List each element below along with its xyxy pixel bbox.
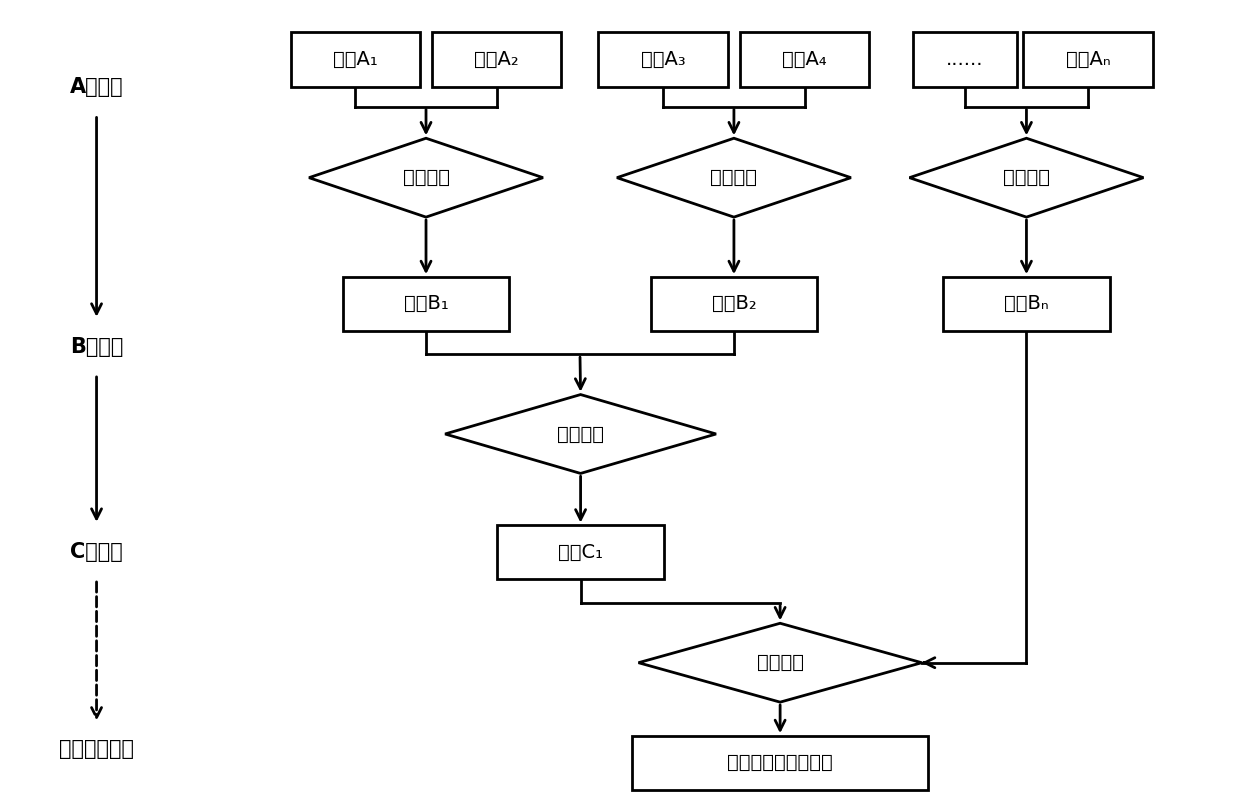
Bar [740,32,869,87]
Bar [599,32,728,87]
Polygon shape [309,138,543,217]
Text: 专题A₄: 专题A₄ [782,50,827,69]
Text: 专题A₁: 专题A₁ [332,50,377,69]
Text: 预测单元成矿有利度: 预测单元成矿有利度 [727,753,833,772]
Text: 相交分析: 相交分析 [756,654,804,672]
Bar [433,32,562,87]
Polygon shape [639,623,921,702]
Text: A级图层: A级图层 [69,77,123,97]
Bar [343,277,510,331]
Text: 专题Bₙ: 专题Bₙ [1004,294,1049,313]
Text: 专题A₂: 专题A₂ [475,50,520,69]
Text: 专题C₁: 专题C₁ [558,543,603,562]
Bar [944,277,1110,331]
Text: 相交分析: 相交分析 [1003,168,1050,187]
Text: 相交分析: 相交分析 [711,168,758,187]
Bar [497,525,663,579]
Text: 相交分析: 相交分析 [557,425,604,443]
Text: 最终成果图层: 最终成果图层 [60,740,134,760]
Polygon shape [618,138,851,217]
Text: 专题A₃: 专题A₃ [641,50,686,69]
Text: 专题B₂: 专题B₂ [712,294,756,313]
Text: B级图层: B级图层 [69,337,123,357]
Bar [632,736,928,790]
Polygon shape [445,395,715,473]
Polygon shape [909,138,1143,217]
Text: 专题Aₙ: 专题Aₙ [1065,50,1110,69]
Bar [913,32,1017,87]
Bar [651,277,817,331]
Bar [290,32,420,87]
Bar [1023,32,1153,87]
Text: ......: ...... [946,50,983,69]
Text: C级图层: C级图层 [71,542,123,563]
Text: 相交分析: 相交分析 [403,168,450,187]
Text: 专题B₁: 专题B₁ [404,294,449,313]
